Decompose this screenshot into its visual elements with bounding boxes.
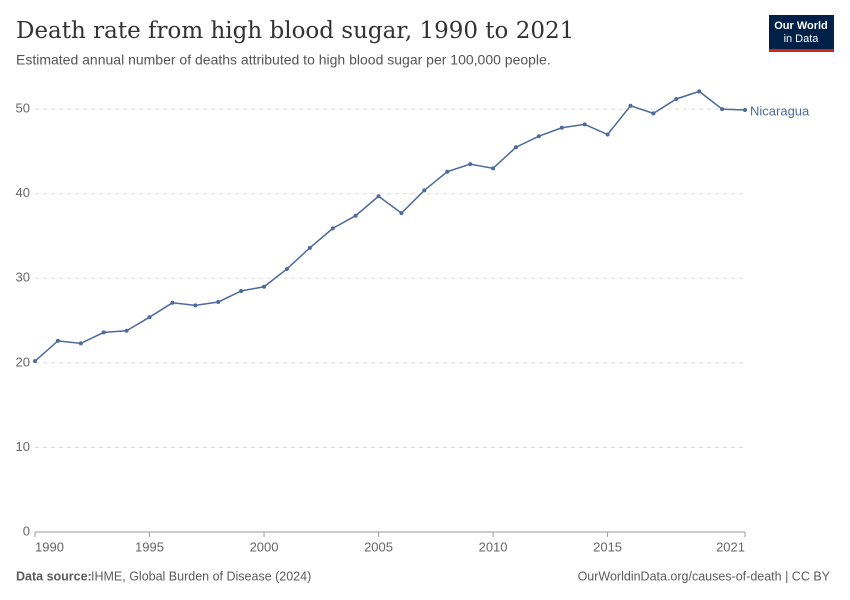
point (605, 132, 610, 137)
point (491, 166, 496, 171)
source: IHME, Global Burden of Disease (2024) (91, 569, 311, 583)
point (422, 188, 427, 193)
y-tick-label: 30 (16, 270, 30, 285)
logo[interactable]: Our World in Data (769, 15, 834, 52)
chart-subtitle: Estimated annual number of deaths attrib… (16, 52, 551, 68)
point (170, 300, 175, 305)
x-tick-label: 2021 (716, 539, 745, 554)
x-tick-label: 2005 (364, 539, 393, 554)
point (513, 145, 518, 150)
point (445, 169, 450, 174)
point (284, 266, 289, 271)
point (307, 245, 312, 250)
source-label: Data source: (16, 569, 92, 583)
series-label: Nicaragua (750, 103, 810, 118)
y-tick-label: 50 (16, 101, 30, 116)
logo-text: Our World (774, 20, 828, 32)
y-tick-label: 20 (16, 354, 30, 369)
point (651, 111, 656, 116)
logo-stripe (769, 49, 834, 52)
point (628, 103, 633, 108)
point (353, 213, 358, 218)
point (124, 328, 129, 333)
x-tick-label: 2015 (593, 539, 622, 554)
point (559, 125, 564, 130)
y-tick-label: 10 (16, 439, 30, 454)
point (536, 134, 541, 139)
point (743, 107, 747, 112)
line (34, 90, 746, 362)
logo-text: in Data (784, 33, 820, 45)
point (262, 284, 267, 289)
point (216, 299, 221, 304)
footer-link[interactable]: OurWorldinData.org/causes-of-death | CC … (578, 569, 831, 583)
point (697, 89, 702, 94)
y-tick-label: 40 (16, 185, 30, 200)
point (582, 122, 587, 127)
point (101, 330, 106, 335)
point (674, 96, 679, 101)
point (147, 315, 152, 320)
point (468, 162, 473, 167)
x-tick-label: 1995 (135, 539, 164, 554)
chart-title: Death rate from high blood sugar, 1990 t… (16, 18, 574, 44)
point (399, 211, 404, 216)
x-tick-label: 1990 (35, 539, 64, 554)
point (376, 194, 381, 199)
logo-box (769, 15, 834, 51)
point (239, 288, 244, 293)
x-tick-label: 2010 (479, 539, 508, 554)
x-tick-label: 2000 (250, 539, 279, 554)
y-tick-label: 0 (23, 523, 30, 538)
point (330, 226, 335, 231)
point (55, 338, 60, 343)
point (193, 303, 198, 308)
point (720, 107, 725, 112)
point (33, 359, 37, 364)
point (78, 341, 83, 346)
